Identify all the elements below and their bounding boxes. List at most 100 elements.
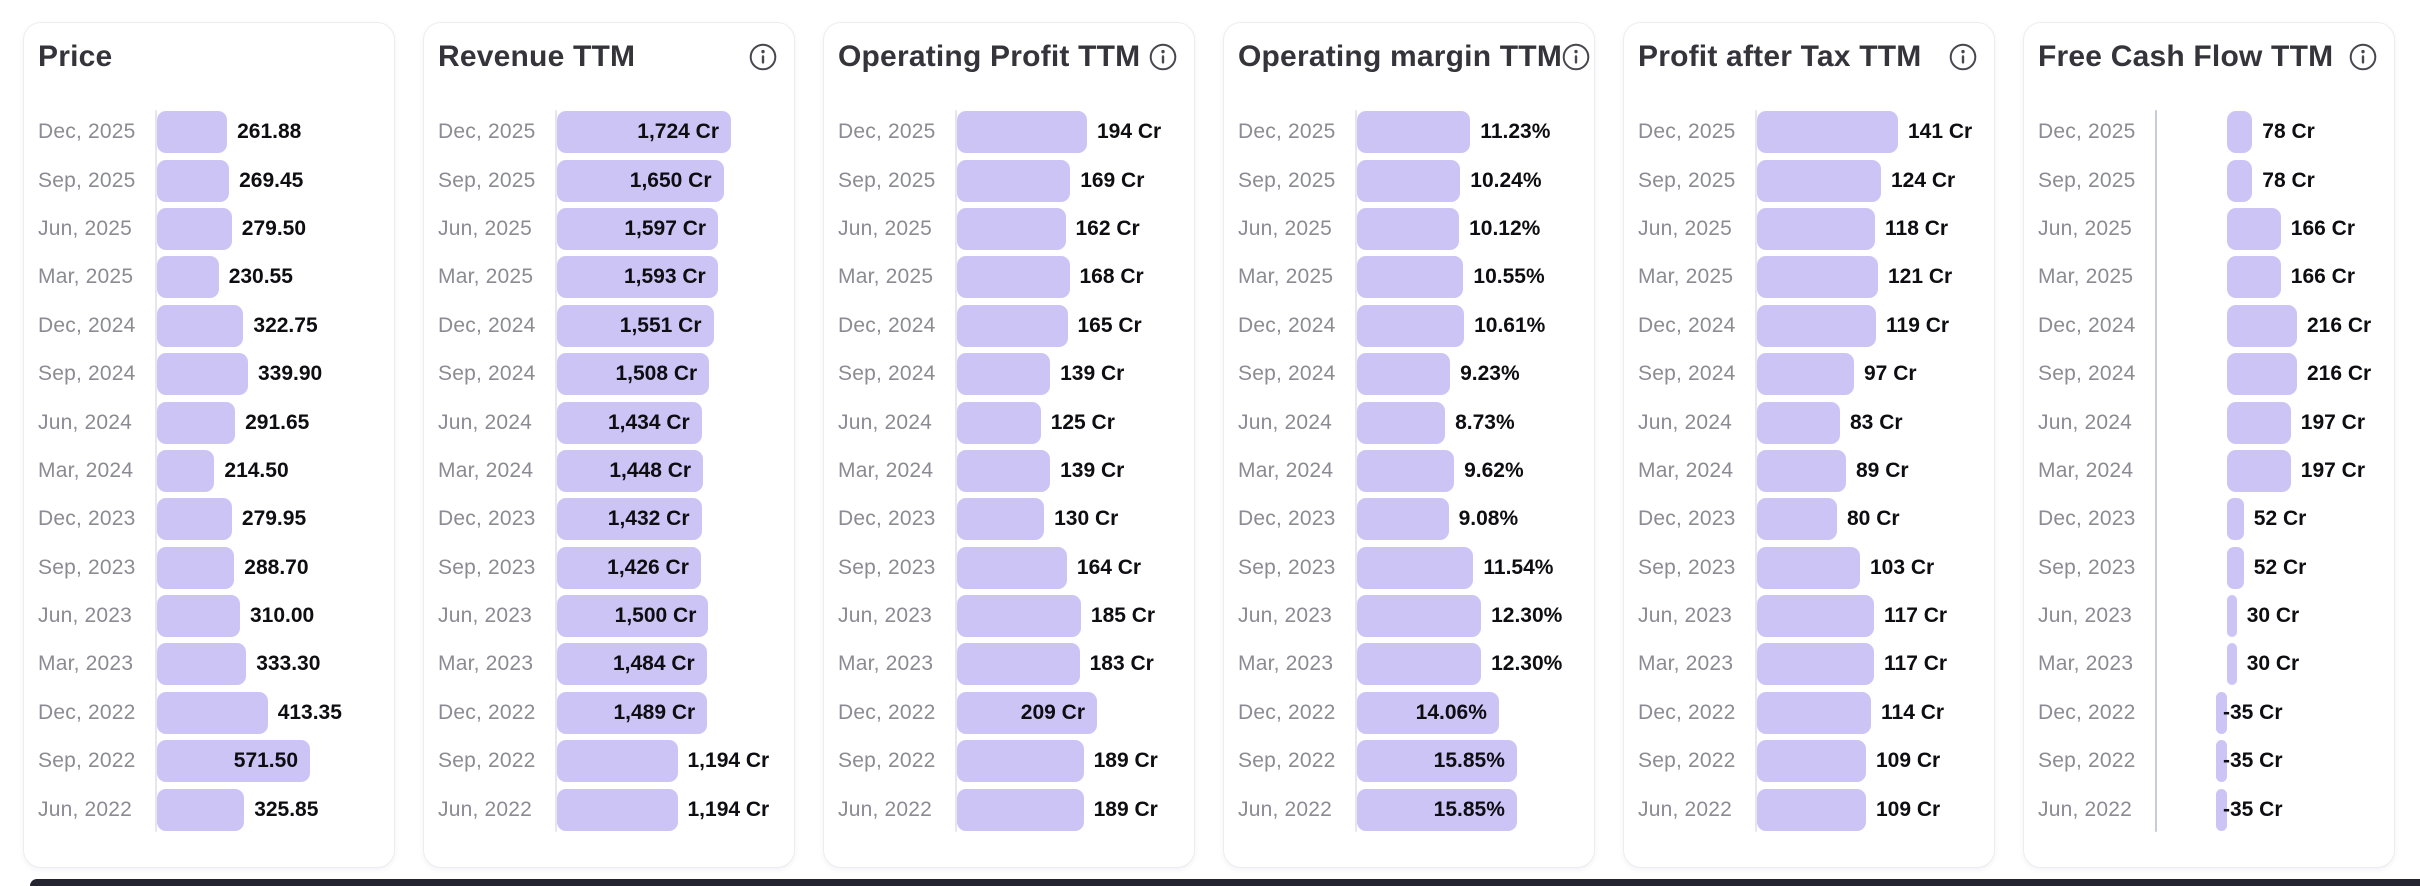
bar[interactable] — [2227, 546, 2244, 589]
bar[interactable] — [957, 595, 1081, 638]
info-icon[interactable] — [1562, 43, 1590, 71]
bar[interactable] — [957, 449, 1051, 492]
bar[interactable] — [157, 304, 244, 347]
bar[interactable] — [2227, 498, 2244, 541]
bar[interactable] — [1357, 111, 1471, 154]
bar[interactable]: 1,597 Cr — [557, 207, 719, 250]
bar[interactable] — [2227, 304, 2297, 347]
bar[interactable]: 209 Cr — [957, 691, 1097, 734]
bar[interactable] — [1357, 159, 1461, 202]
bar[interactable]: 1,593 Cr — [557, 256, 718, 299]
bar[interactable] — [157, 401, 236, 444]
info-icon[interactable] — [749, 43, 777, 71]
bar[interactable] — [2227, 595, 2237, 638]
bar[interactable] — [1357, 256, 1464, 299]
bar[interactable]: 14.06% — [1357, 691, 1499, 734]
bar[interactable] — [1357, 304, 1465, 347]
chart-row: Jun, 2024 8.73% — [1238, 398, 1580, 446]
bar[interactable] — [1357, 207, 1460, 250]
bar-track: 339.90 — [157, 353, 380, 396]
quarter-label: Mar, 2025 — [438, 265, 534, 289]
bar[interactable] — [2227, 111, 2253, 154]
bar[interactable] — [157, 159, 230, 202]
bar[interactable] — [2215, 691, 2227, 734]
bar[interactable] — [1357, 498, 1449, 541]
bar[interactable]: 1,434 Cr — [557, 401, 702, 444]
bar[interactable] — [957, 111, 1087, 154]
bar[interactable]: 1,508 Cr — [557, 353, 710, 396]
bar[interactable] — [1357, 353, 1451, 396]
bar[interactable] — [957, 546, 1067, 589]
bar[interactable] — [1757, 691, 1871, 734]
bar[interactable]: 1,551 Cr — [557, 304, 714, 347]
bar[interactable] — [1757, 546, 1860, 589]
info-icon[interactable] — [1149, 43, 1177, 71]
bar[interactable] — [1757, 304, 1876, 347]
bar[interactable] — [1757, 401, 1840, 444]
bar[interactable] — [2215, 740, 2227, 783]
bar[interactable]: 1,650 Cr — [557, 159, 724, 202]
bar[interactable]: 15.85% — [1357, 788, 1517, 831]
bar[interactable] — [557, 740, 678, 783]
bar[interactable] — [1757, 740, 1866, 783]
bar[interactable] — [957, 353, 1051, 396]
bar[interactable] — [2227, 643, 2237, 686]
bar[interactable] — [1757, 449, 1846, 492]
bar[interactable]: 15.85% — [1357, 740, 1517, 783]
bar[interactable] — [1357, 595, 1482, 638]
bar[interactable] — [557, 788, 678, 831]
bar[interactable] — [957, 256, 1070, 299]
bar[interactable] — [2227, 353, 2297, 396]
bar[interactable]: 571.50 — [157, 740, 310, 783]
bar[interactable] — [1757, 788, 1866, 831]
bar[interactable] — [1757, 353, 1854, 396]
value-label: 124 Cr — [1891, 168, 1956, 192]
bar[interactable] — [2215, 788, 2227, 831]
bar[interactable] — [157, 207, 232, 250]
bar[interactable] — [2227, 207, 2281, 250]
bar[interactable]: 1,448 Cr — [557, 449, 704, 492]
info-icon[interactable] — [1949, 43, 1977, 71]
bar[interactable]: 1,426 Cr — [557, 546, 701, 589]
bar[interactable] — [157, 643, 247, 686]
bar[interactable] — [957, 159, 1071, 202]
bar[interactable] — [157, 498, 232, 541]
bar[interactable] — [1357, 449, 1455, 492]
bar[interactable] — [157, 546, 235, 589]
bar[interactable] — [2227, 449, 2291, 492]
bar[interactable] — [1357, 643, 1482, 686]
bar[interactable] — [957, 498, 1045, 541]
bar[interactable] — [957, 401, 1041, 444]
bar[interactable] — [157, 449, 215, 492]
bar[interactable] — [1757, 159, 1881, 202]
bar[interactable] — [1757, 111, 1898, 154]
bar[interactable]: 1,500 Cr — [557, 595, 709, 638]
bar[interactable] — [157, 595, 240, 638]
bar[interactable]: 1,432 Cr — [557, 498, 702, 541]
bar[interactable] — [157, 691, 268, 734]
bar[interactable] — [157, 111, 228, 154]
bar[interactable] — [157, 353, 248, 396]
bar[interactable] — [157, 788, 245, 831]
bar[interactable] — [1357, 546, 1474, 589]
bar[interactable] — [1357, 401, 1446, 444]
bar[interactable]: 1,489 Cr — [557, 691, 708, 734]
bar[interactable] — [1757, 643, 1874, 686]
bar[interactable] — [1757, 256, 1878, 299]
bar[interactable] — [957, 788, 1084, 831]
bar[interactable] — [2227, 256, 2281, 299]
bar[interactable] — [1757, 207, 1875, 250]
bar[interactable] — [1757, 595, 1874, 638]
bar[interactable] — [2227, 159, 2253, 202]
bar[interactable] — [957, 740, 1084, 783]
bar[interactable]: 1,484 Cr — [557, 643, 707, 686]
chart-row: Dec, 2025 261.88 — [38, 108, 380, 156]
bar[interactable]: 1,724 Cr — [557, 111, 731, 154]
bar[interactable] — [957, 643, 1080, 686]
bar[interactable] — [1757, 498, 1837, 541]
bar[interactable] — [957, 207, 1066, 250]
bar[interactable] — [157, 256, 219, 299]
bar[interactable] — [2227, 401, 2291, 444]
info-icon[interactable] — [2349, 43, 2377, 71]
bar[interactable] — [957, 304, 1068, 347]
